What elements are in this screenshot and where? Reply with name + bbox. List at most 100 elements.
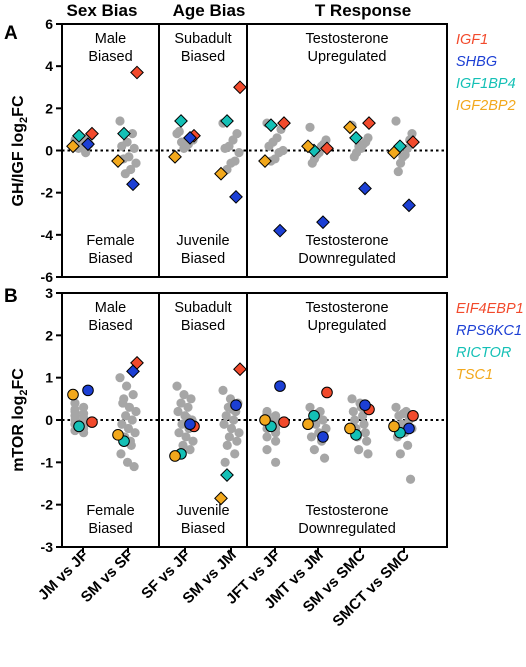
panel-label-a: A — [4, 23, 18, 44]
panel-b-point-rps6kc1 — [184, 418, 196, 431]
panel-a-annotation-top: Subadult — [174, 31, 231, 47]
panel-a-point-shbg — [273, 223, 287, 238]
panel-a-y-tick-label: 2 — [45, 100, 53, 116]
panel-b-y-tick-label: -3 — [41, 539, 54, 555]
panel-a-annotation-bottom: Biased — [181, 251, 225, 267]
panel-b-gray-point — [129, 461, 139, 472]
panel-b-gray-point — [262, 432, 272, 442]
panel-a-gray-point — [117, 141, 127, 151]
panel-b-gray-point — [360, 428, 370, 438]
panel-b-annotation-bottom: Testosterone — [305, 503, 388, 519]
panel-a-gray-point — [391, 116, 401, 126]
panel-b-gray-point — [188, 436, 198, 446]
panel-b-gray-point — [177, 419, 187, 429]
panel-a-point-shbg — [402, 198, 416, 213]
panel-a-annotation-bottom: Juvenile — [176, 233, 229, 249]
panel-b-gray-point — [121, 381, 132, 391]
panel-b-gray-point — [116, 449, 126, 459]
panel-b-gray-point — [172, 381, 182, 391]
panel-b-gray-point — [121, 411, 131, 421]
panel-b-point-rps6kc1 — [126, 364, 140, 379]
panel-b-gray-point — [70, 404, 80, 415]
panel-a-gray-point — [115, 116, 125, 126]
panel-b-annotation-bottom: Biased — [88, 521, 132, 537]
panel-a-gray-point — [234, 148, 244, 158]
panel-a-point-shbg — [316, 215, 330, 230]
panel-b-gray-point — [123, 423, 134, 434]
panel-b-annotation-bottom: Biased — [181, 521, 225, 537]
panel-b-gray-point — [234, 428, 244, 438]
panel-a-y-tick-label: -2 — [41, 185, 54, 201]
panel-a-point-igf2bp2 — [343, 120, 357, 135]
panel-b-gray-point — [115, 373, 125, 383]
panel-b-point-rps6kc1 — [230, 399, 242, 411]
panel-b-gray-point — [173, 406, 183, 417]
header-age-bias: Age Bias — [173, 1, 246, 20]
panel-b-gray-point — [176, 398, 186, 408]
panel-a-y-tick-label: 4 — [45, 58, 53, 74]
panel-b-gray-point — [391, 402, 401, 412]
panel-a-point-igf2bp2 — [387, 145, 401, 160]
panel-a-gray-point — [120, 169, 130, 179]
panel-a-legend-shbg: SHBG — [456, 54, 497, 70]
panel-a-point-igf1 — [362, 116, 376, 130]
panel-b-legend-rictor: RICTOR — [456, 345, 512, 361]
panel-a-point-igf1bp4 — [72, 128, 86, 143]
panel-a-annotation-bottom: Testosterone — [305, 233, 388, 249]
panel-b-gray-point — [271, 436, 281, 446]
panel-b-gray-point — [124, 402, 135, 412]
panel-a-y-tick-label: 0 — [45, 143, 53, 159]
panel-a-point-igf2bp2 — [214, 166, 228, 181]
panel-b-gray-point — [348, 406, 358, 417]
panel-b-gray-point — [183, 402, 193, 412]
panel-a-point-igf2bp2 — [111, 154, 125, 168]
header-t-response: T Response — [315, 1, 411, 20]
panel-b-ylabel-tail: FC — [10, 368, 27, 390]
panel-a-gray-point — [220, 143, 230, 153]
panel-b-gray-point — [363, 449, 373, 459]
panel-b-gray-point — [186, 394, 196, 404]
panel-b-ylabel-main: mTOR log — [10, 396, 27, 472]
panel-b-gray-point — [122, 457, 133, 467]
panel-b-gray-point — [70, 398, 80, 408]
panel-b-y-tick-label: -2 — [41, 497, 54, 513]
panel-label-b: B — [4, 286, 18, 307]
panel-b-gray-point — [311, 419, 321, 429]
panel-b-point-eif4ebp1 — [278, 416, 290, 428]
panel-b-gray-point — [178, 440, 188, 450]
panel-a-point-igf1 — [233, 80, 247, 95]
panel-b-point-tsc1 — [169, 450, 181, 462]
panel-b-y-tick-label: 2 — [45, 327, 53, 343]
panel-a-y-tick-label: -6 — [41, 269, 54, 285]
panel-b-gray-point — [262, 445, 272, 455]
panel-b-annotation-top: Biased — [181, 318, 225, 334]
panel-a-point-igf1bp4 — [264, 118, 278, 133]
panel-b-point-tsc1 — [214, 491, 228, 506]
panel-b-annotation-top: Testosterone — [305, 300, 388, 316]
panel-a-gray-point — [264, 141, 274, 151]
panel-a-point-igf1 — [406, 135, 420, 149]
panel-b-point-eif4ebp1 — [86, 416, 98, 428]
panel-a-annotation-bottom: Downregulated — [298, 251, 396, 267]
panel-a-ylabel-sub: 2 — [18, 117, 30, 123]
panel-b-gray-point — [226, 423, 237, 434]
panel-a-point-shbg — [126, 177, 140, 192]
panel-b-gray-point — [395, 449, 405, 459]
panel-b-point-rps6kc1 — [274, 380, 286, 392]
panel-a-gray-point — [174, 126, 184, 137]
panel-b-gray-point — [271, 457, 281, 467]
panel-a-gray-point — [127, 129, 138, 139]
panel-b-point-tsc1 — [67, 388, 79, 401]
panel-b-gray-point — [405, 474, 416, 484]
panel-b-gray-point — [185, 445, 195, 455]
panel-b-gray-point — [119, 394, 129, 404]
panel-b-legend-eif4ebp1: EIF4EBP1 — [456, 301, 524, 317]
panel-a-point-igf2bp2 — [66, 139, 80, 154]
panel-b-annotation-top: Upregulated — [308, 318, 387, 334]
panel-b-y-tick-label: 1 — [45, 370, 53, 386]
panel-a-ylabel-tail: FC — [10, 95, 27, 117]
panel-b-gray-point — [305, 402, 315, 412]
panel-a-gray-point — [129, 143, 139, 153]
